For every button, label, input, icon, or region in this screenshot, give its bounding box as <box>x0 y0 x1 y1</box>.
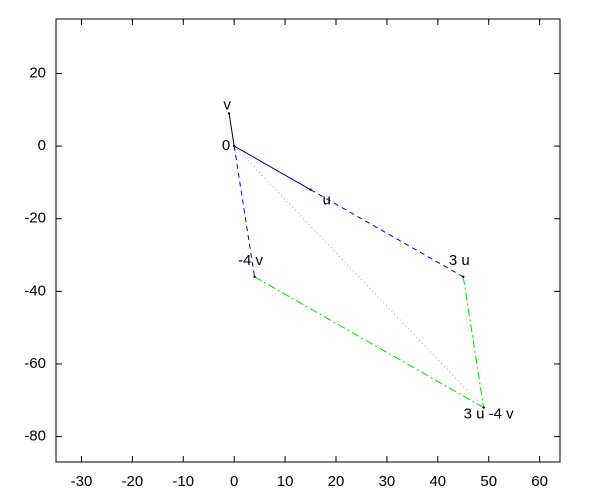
vector-segment <box>233 145 484 408</box>
x-tick-label: -30 <box>71 473 93 490</box>
vector-segment <box>233 146 256 277</box>
x-tick-label: 50 <box>480 473 497 490</box>
plot-frame <box>55 18 561 463</box>
vector-segment <box>233 145 311 191</box>
vector-segment <box>254 276 484 408</box>
vector-segment <box>310 189 464 278</box>
point-label: 3 u -4 v <box>464 406 515 423</box>
vector-segment <box>462 276 485 408</box>
vector-segment <box>228 113 235 147</box>
point-label: u <box>323 192 331 209</box>
point <box>253 275 256 279</box>
y-tick-label: 20 <box>29 64 46 81</box>
point <box>232 144 236 148</box>
x-tick-label: 60 <box>531 473 548 490</box>
x-tick-label: 20 <box>328 473 345 490</box>
y-tick-label: -80 <box>24 428 46 445</box>
point <box>482 406 485 409</box>
y-tick-label: -40 <box>24 282 46 299</box>
x-tick-label: 40 <box>429 473 446 490</box>
x-tick-label: 0 <box>230 473 238 490</box>
y-tick-label: -60 <box>24 355 46 372</box>
y-tick-label: 0 <box>38 137 46 154</box>
point-label: -4 v <box>238 252 264 269</box>
point <box>309 188 312 191</box>
point-label: 3 u <box>449 252 470 269</box>
x-tick-label: -20 <box>122 473 144 490</box>
point-label: v <box>223 96 231 113</box>
x-tick-label: 10 <box>277 473 294 490</box>
point-label: 0 <box>222 137 230 154</box>
x-tick-label: -10 <box>172 473 194 490</box>
x-tick-label: 30 <box>379 473 396 490</box>
point <box>462 275 465 279</box>
point <box>227 112 231 115</box>
y-tick-label: -20 <box>24 210 46 227</box>
